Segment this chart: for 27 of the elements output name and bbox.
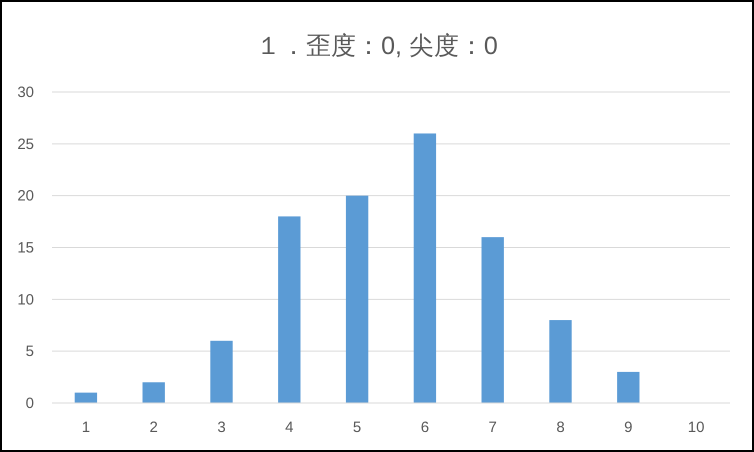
bar — [346, 196, 368, 403]
bar — [142, 382, 165, 403]
bar — [74, 392, 98, 403]
y-tick-label: 15 — [17, 240, 34, 256]
y-tick-label: 30 — [17, 84, 34, 101]
bar — [617, 372, 640, 403]
chart-title: １．歪度：0, 尖度：0 — [256, 32, 498, 60]
x-tick-label: 3 — [217, 419, 226, 436]
x-tick-label: 9 — [624, 419, 632, 436]
bar — [278, 216, 300, 403]
x-tick-label: 7 — [488, 419, 497, 436]
y-tick-label: 5 — [26, 343, 34, 360]
x-tick-label: 5 — [352, 419, 362, 436]
y-tick-label: 20 — [17, 188, 34, 205]
x-tick-label: 2 — [150, 419, 158, 436]
y-tick-label: 0 — [26, 395, 34, 412]
bar — [549, 320, 572, 403]
y-tick-label: 25 — [17, 136, 34, 153]
bar — [210, 340, 233, 403]
bar — [414, 133, 436, 403]
x-tick-label: 8 — [556, 419, 565, 436]
x-tick-label: 4 — [285, 419, 294, 436]
x-tick-label: 1 — [82, 419, 90, 436]
bar — [482, 237, 504, 403]
x-tick-label: 6 — [420, 419, 430, 436]
y-tick-label: 10 — [17, 291, 34, 308]
x-tick-label: 10 — [688, 419, 704, 436]
